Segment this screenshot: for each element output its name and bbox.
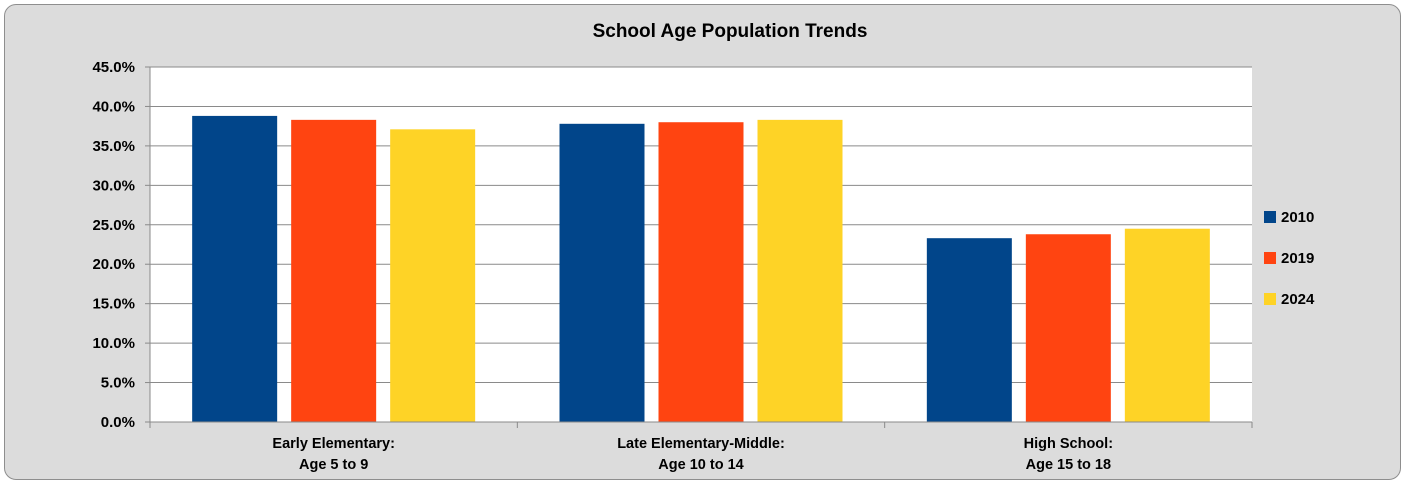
bars	[192, 115, 1210, 423]
legend: 2010 2019 2024	[1264, 209, 1315, 308]
x-category-label: Age 10 to 14	[658, 457, 743, 473]
axes	[145, 66, 1253, 428]
bar-2019-3	[1025, 234, 1111, 422]
y-tick-label: 5.0%	[101, 375, 135, 392]
y-tick-label: 20.0%	[92, 256, 135, 273]
x-category-label: Age 15 to 18	[1026, 457, 1111, 473]
legend-label-2010: 2010	[1281, 209, 1314, 226]
x-axis-categories: Early Elementary: Age 5 to 9 Late Elementa…	[272, 436, 1113, 473]
y-tick-label: 0.0%	[101, 414, 135, 431]
y-tick-label: 35.0%	[92, 138, 135, 155]
bar-2010-3	[926, 238, 1012, 422]
legend-swatch-2024	[1264, 293, 1276, 305]
legend-swatch-2010	[1264, 211, 1276, 223]
bar-2024-2	[757, 119, 843, 422]
x-category-label: High School:	[1024, 436, 1113, 452]
y-tick-label: 15.0%	[92, 296, 135, 313]
bar-2024-1	[390, 129, 476, 423]
legend-label-2019: 2019	[1281, 250, 1314, 267]
bar-2024-3	[1124, 228, 1210, 422]
legend-label-2024: 2024	[1281, 291, 1315, 308]
bar-2019-1	[291, 119, 377, 422]
y-tick-label: 30.0%	[92, 177, 135, 194]
x-category-label: Age 5 to 9	[299, 457, 368, 473]
y-tick-label: 25.0%	[92, 217, 135, 234]
y-axis-ticks: 0.0% 5.0% 10.0% 15.0% 20.0% 25.0% 30.0% 35.0% 40…	[92, 59, 135, 431]
x-category-label: Late Elementary-Middle:	[617, 436, 785, 452]
bar-2019-2	[658, 122, 744, 422]
y-tick-label: 10.0%	[92, 335, 135, 352]
y-tick-label: 40.0%	[92, 98, 135, 115]
chart-title: School Age Population Trends	[593, 21, 868, 42]
x-category-label: Early Elementary:	[272, 436, 395, 452]
y-tick-label: 45.0%	[92, 59, 135, 76]
bar-2010-2	[559, 123, 645, 423]
legend-swatch-2019	[1264, 252, 1276, 264]
bar-2010-1	[192, 115, 278, 423]
